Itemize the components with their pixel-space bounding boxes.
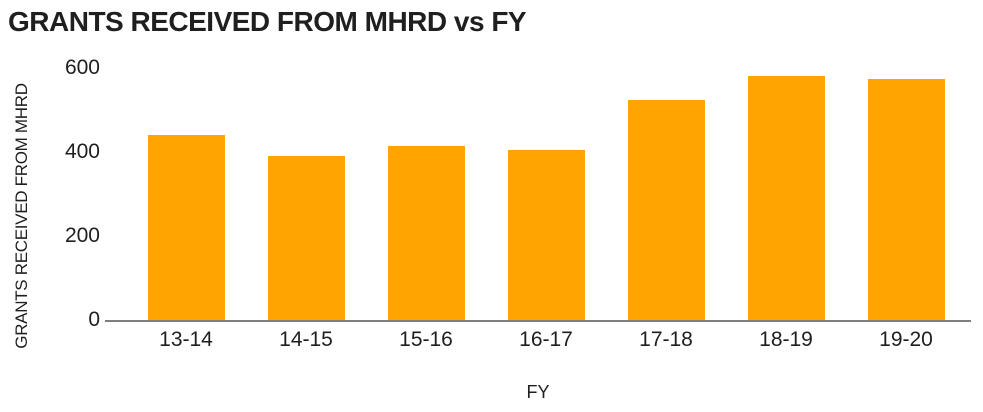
- bar-column: [726, 68, 846, 320]
- bar-column: [606, 68, 726, 320]
- plot-area: [105, 68, 971, 322]
- y-tick-label: 200: [64, 224, 100, 248]
- x-tick-label: 18-19: [759, 328, 813, 351]
- y-tick-label: 600: [64, 56, 100, 80]
- x-tick-label: 14-15: [279, 328, 333, 351]
- bar: [627, 99, 705, 320]
- x-tick-label: 19-20: [879, 328, 933, 351]
- bar: [267, 156, 345, 320]
- x-tick-label: 15-16: [399, 328, 453, 351]
- x-tick-label: 13-14: [159, 328, 213, 351]
- bar: [507, 149, 585, 320]
- x-tick-label: 17-18: [639, 328, 693, 351]
- bar: [867, 78, 945, 320]
- bar-column: [846, 68, 966, 320]
- x-tick-label: 16-17: [519, 328, 573, 351]
- bar: [387, 145, 465, 320]
- x-axis-title: FY: [526, 382, 550, 402]
- y-tick-label: 0: [88, 308, 100, 332]
- bar-column: [486, 68, 606, 320]
- bar: [747, 76, 825, 320]
- bar-column: [366, 68, 486, 320]
- bar: [147, 135, 225, 320]
- y-axis-ticks: 0 200 400 600: [0, 57, 100, 330]
- y-tick-label: 400: [64, 140, 100, 164]
- bar-column: [246, 68, 366, 320]
- bar-column: [126, 68, 246, 320]
- chart-title: GRANTS RECEIVED FROM MHRD vs FY: [8, 6, 527, 37]
